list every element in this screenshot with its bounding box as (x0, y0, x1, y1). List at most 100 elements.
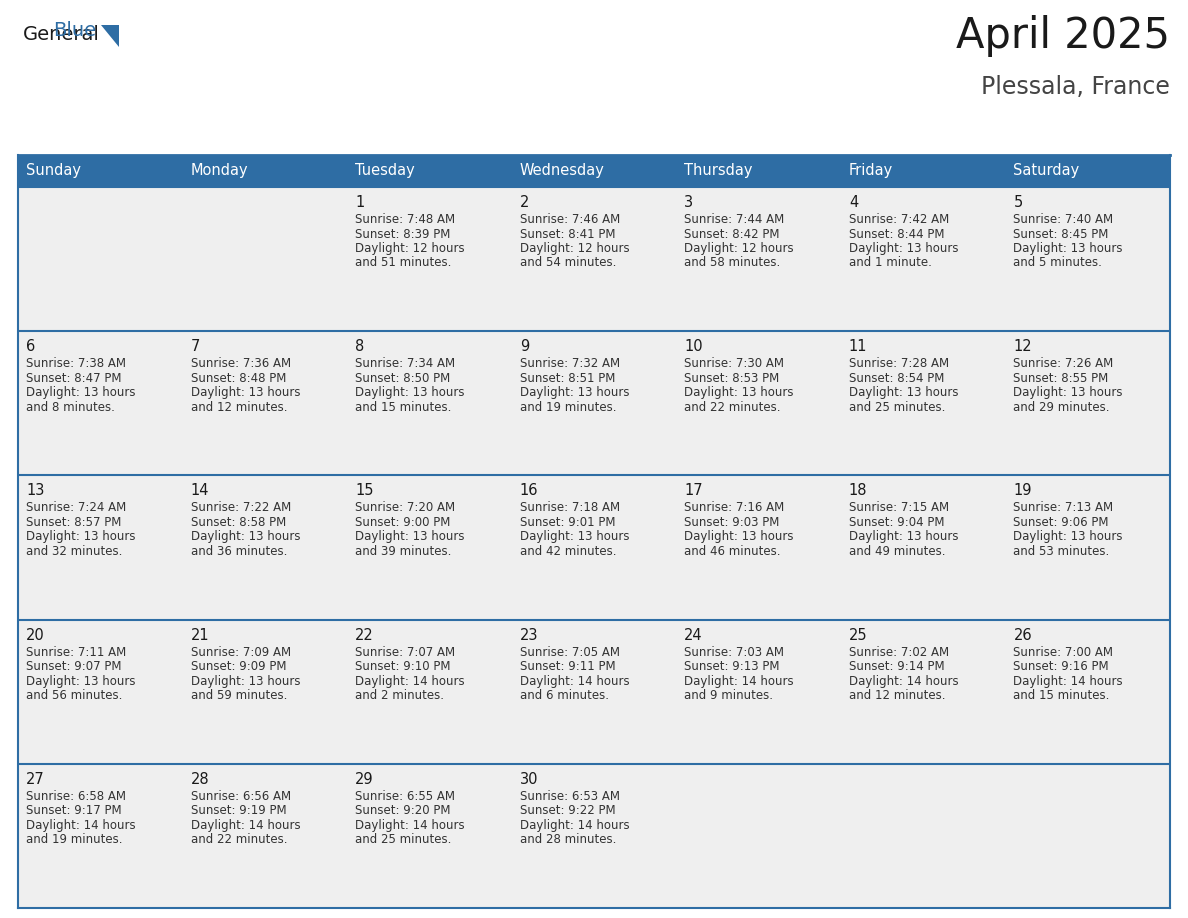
Text: Sunset: 9:03 PM: Sunset: 9:03 PM (684, 516, 779, 529)
Text: and 12 minutes.: and 12 minutes. (190, 400, 287, 414)
Text: Sunrise: 7:24 AM: Sunrise: 7:24 AM (26, 501, 126, 514)
Text: 2: 2 (519, 195, 529, 210)
Text: Daylight: 13 hours: Daylight: 13 hours (1013, 386, 1123, 399)
Text: Daylight: 14 hours: Daylight: 14 hours (519, 819, 630, 832)
Text: Daylight: 13 hours: Daylight: 13 hours (1013, 531, 1123, 543)
Text: and 2 minutes.: and 2 minutes. (355, 689, 444, 702)
Text: Daylight: 14 hours: Daylight: 14 hours (1013, 675, 1123, 688)
Text: Daylight: 14 hours: Daylight: 14 hours (26, 819, 135, 832)
Text: and 28 minutes.: and 28 minutes. (519, 834, 617, 846)
Text: 11: 11 (849, 339, 867, 354)
Text: Sunset: 8:44 PM: Sunset: 8:44 PM (849, 228, 944, 241)
Text: Daylight: 13 hours: Daylight: 13 hours (519, 386, 630, 399)
Text: Daylight: 12 hours: Daylight: 12 hours (355, 242, 465, 255)
Text: 19: 19 (1013, 484, 1032, 498)
Text: 3: 3 (684, 195, 694, 210)
Text: Daylight: 13 hours: Daylight: 13 hours (849, 242, 959, 255)
Text: Sunset: 8:47 PM: Sunset: 8:47 PM (26, 372, 121, 385)
Text: Sunrise: 7:40 AM: Sunrise: 7:40 AM (1013, 213, 1113, 226)
Text: and 25 minutes.: and 25 minutes. (849, 400, 946, 414)
Text: Daylight: 13 hours: Daylight: 13 hours (849, 531, 959, 543)
Polygon shape (101, 25, 119, 47)
Text: Sunrise: 7:09 AM: Sunrise: 7:09 AM (190, 645, 291, 658)
Text: 6: 6 (26, 339, 36, 354)
Text: and 5 minutes.: and 5 minutes. (1013, 256, 1102, 270)
Text: and 54 minutes.: and 54 minutes. (519, 256, 617, 270)
Text: Sunrise: 7:48 AM: Sunrise: 7:48 AM (355, 213, 455, 226)
Text: and 59 minutes.: and 59 minutes. (190, 689, 287, 702)
Bar (676, 155, 841, 187)
Bar (347, 155, 512, 187)
Text: and 51 minutes.: and 51 minutes. (355, 256, 451, 270)
Text: Sunrise: 7:07 AM: Sunrise: 7:07 AM (355, 645, 455, 658)
Text: 24: 24 (684, 628, 703, 643)
Text: 7: 7 (190, 339, 200, 354)
Text: Daylight: 13 hours: Daylight: 13 hours (190, 531, 301, 543)
Text: 16: 16 (519, 484, 538, 498)
Text: 1: 1 (355, 195, 365, 210)
Text: Sunrise: 7:15 AM: Sunrise: 7:15 AM (849, 501, 949, 514)
Text: Sunset: 8:54 PM: Sunset: 8:54 PM (849, 372, 944, 385)
Text: Daylight: 13 hours: Daylight: 13 hours (849, 386, 959, 399)
Text: Sunset: 8:50 PM: Sunset: 8:50 PM (355, 372, 450, 385)
Text: Sunset: 8:55 PM: Sunset: 8:55 PM (1013, 372, 1108, 385)
Text: and 25 minutes.: and 25 minutes. (355, 834, 451, 846)
Text: Friday: Friday (849, 163, 893, 178)
Text: Daylight: 13 hours: Daylight: 13 hours (355, 531, 465, 543)
Text: 8: 8 (355, 339, 365, 354)
Text: 27: 27 (26, 772, 45, 787)
Text: and 29 minutes.: and 29 minutes. (1013, 400, 1110, 414)
Bar (841, 155, 1005, 187)
Text: 13: 13 (26, 484, 44, 498)
Text: and 19 minutes.: and 19 minutes. (26, 834, 122, 846)
Text: Sunrise: 6:53 AM: Sunrise: 6:53 AM (519, 789, 620, 803)
Text: Daylight: 12 hours: Daylight: 12 hours (519, 242, 630, 255)
Text: Sunset: 8:39 PM: Sunset: 8:39 PM (355, 228, 450, 241)
Text: Sunrise: 7:22 AM: Sunrise: 7:22 AM (190, 501, 291, 514)
Text: 18: 18 (849, 484, 867, 498)
Text: and 32 minutes.: and 32 minutes. (26, 545, 122, 558)
Text: Sunrise: 7:36 AM: Sunrise: 7:36 AM (190, 357, 291, 370)
Text: 28: 28 (190, 772, 209, 787)
Text: Tuesday: Tuesday (355, 163, 415, 178)
Text: Daylight: 13 hours: Daylight: 13 hours (26, 386, 135, 399)
Text: Daylight: 13 hours: Daylight: 13 hours (26, 675, 135, 688)
Text: and 46 minutes.: and 46 minutes. (684, 545, 781, 558)
Text: Sunrise: 7:16 AM: Sunrise: 7:16 AM (684, 501, 784, 514)
Text: Daylight: 13 hours: Daylight: 13 hours (190, 675, 301, 688)
Text: Sunrise: 7:38 AM: Sunrise: 7:38 AM (26, 357, 126, 370)
Text: Sunrise: 7:26 AM: Sunrise: 7:26 AM (1013, 357, 1113, 370)
Text: 30: 30 (519, 772, 538, 787)
Text: Sunset: 8:48 PM: Sunset: 8:48 PM (190, 372, 286, 385)
Text: Sunset: 8:42 PM: Sunset: 8:42 PM (684, 228, 779, 241)
Bar (18, 764, 1170, 908)
Bar (183, 155, 347, 187)
Text: General: General (23, 25, 100, 44)
Text: Sunset: 8:57 PM: Sunset: 8:57 PM (26, 516, 121, 529)
Text: 5: 5 (1013, 195, 1023, 210)
Text: and 9 minutes.: and 9 minutes. (684, 689, 773, 702)
Text: and 15 minutes.: and 15 minutes. (1013, 689, 1110, 702)
Text: Sunset: 9:16 PM: Sunset: 9:16 PM (1013, 660, 1110, 673)
Text: Sunrise: 7:02 AM: Sunrise: 7:02 AM (849, 645, 949, 658)
Text: Sunset: 9:13 PM: Sunset: 9:13 PM (684, 660, 779, 673)
Text: Daylight: 13 hours: Daylight: 13 hours (684, 531, 794, 543)
Text: 29: 29 (355, 772, 374, 787)
Text: Sunset: 9:00 PM: Sunset: 9:00 PM (355, 516, 450, 529)
Text: Sunrise: 7:32 AM: Sunrise: 7:32 AM (519, 357, 620, 370)
Text: Sunrise: 7:05 AM: Sunrise: 7:05 AM (519, 645, 620, 658)
Text: Sunrise: 7:42 AM: Sunrise: 7:42 AM (849, 213, 949, 226)
Text: and 1 minute.: and 1 minute. (849, 256, 931, 270)
Text: Sunrise: 7:30 AM: Sunrise: 7:30 AM (684, 357, 784, 370)
Bar (18, 187, 1170, 331)
Text: 22: 22 (355, 628, 374, 643)
Text: Monday: Monday (190, 163, 248, 178)
Bar (18, 155, 183, 187)
Text: Sunset: 9:22 PM: Sunset: 9:22 PM (519, 804, 615, 817)
Text: 17: 17 (684, 484, 703, 498)
Text: Daylight: 13 hours: Daylight: 13 hours (26, 531, 135, 543)
Text: 23: 23 (519, 628, 538, 643)
Text: Daylight: 14 hours: Daylight: 14 hours (519, 675, 630, 688)
Text: Thursday: Thursday (684, 163, 753, 178)
Text: Sunset: 9:10 PM: Sunset: 9:10 PM (355, 660, 450, 673)
